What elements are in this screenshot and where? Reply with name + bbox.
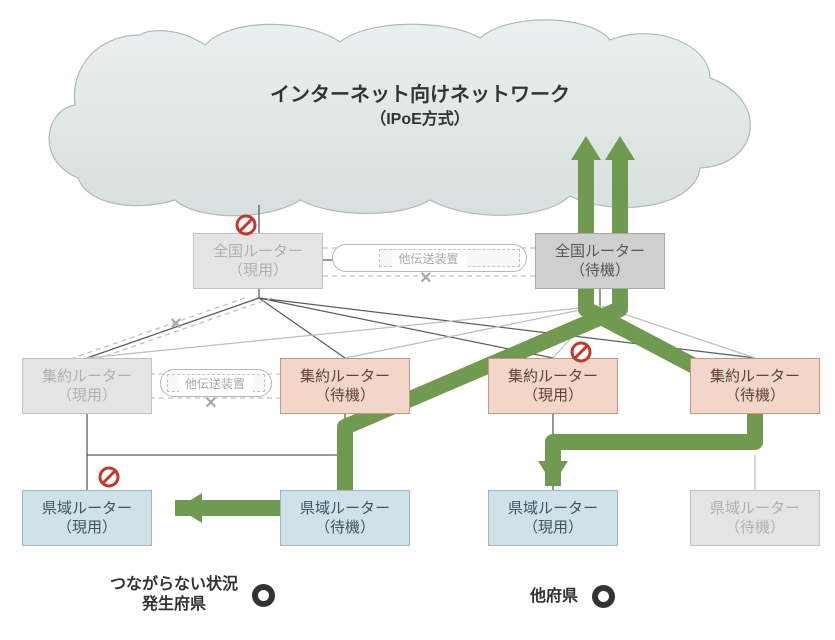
legend-left: つながらない状況 発生府県 [110,575,275,615]
node-pre_r_sby: 県域ルーター（待機） [690,490,820,546]
node-agg_l_act: 集約ルーター（現用） [22,358,152,414]
prohibit-icon [235,214,257,236]
node-nat_sby: 全国ルーター（待機） [535,233,665,289]
diagram-stage: { "canvas":{"w":835,"h":640}, "cloud":{ … [0,0,835,640]
node-agg_r_act: 集約ルーター（現用） [488,358,618,414]
legend-right: 他府県 [530,585,615,608]
node-nat_act: 全国ルーター（現用） [193,233,323,289]
node-agg_r_sby: 集約ルーター（待機） [690,358,820,414]
node-pre_r_act: 県域ルーター（現用） [488,490,618,546]
node-pre_l_act: 県域ルーター（現用） [22,490,152,546]
fail-cross-icon: × [420,267,432,290]
fail-cross-icon: × [170,313,182,336]
prohibit-icon [570,341,592,363]
node-pre_l_sby: 県域ルーター（待機） [280,490,410,546]
cloud-subtitle: （IPoE方式） [160,109,680,131]
circle-icon [592,585,615,608]
circle-icon [252,584,275,607]
cloud-title: インターネット向けネットワーク [160,82,680,109]
cloud-label: インターネット向けネットワーク （IPoE方式） [160,82,680,131]
fail-cross-icon: × [205,392,217,415]
node-agg_l_sby: 集約ルーター（待機） [280,358,410,414]
prohibit-icon [98,466,120,488]
